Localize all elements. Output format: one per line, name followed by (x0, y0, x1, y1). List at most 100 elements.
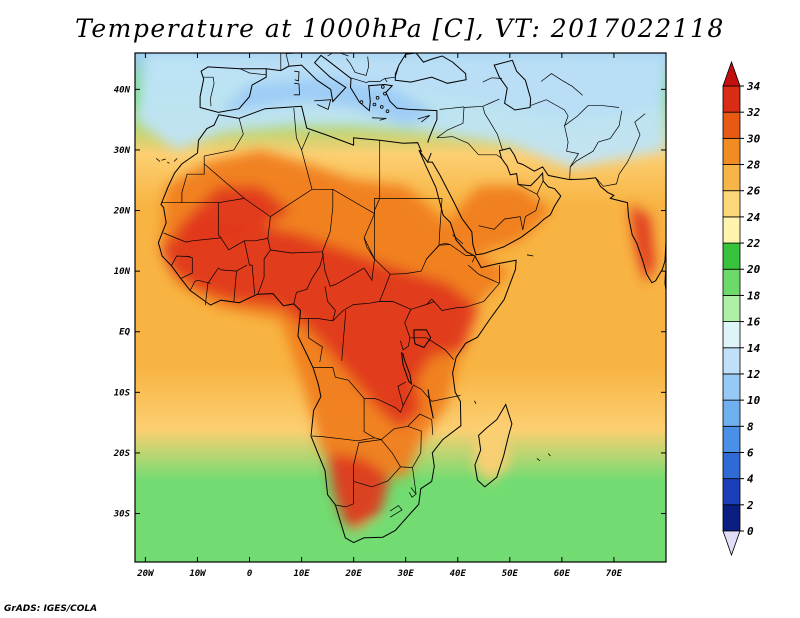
border-line (189, 279, 211, 291)
island-outline (371, 117, 387, 121)
border-line (293, 253, 324, 304)
colorbar-label: 16 (747, 316, 761, 329)
plot-frame (134, 52, 667, 563)
arabia-field (447, 186, 552, 253)
colorbar-label: 22 (746, 237, 761, 250)
aegean-island (372, 102, 377, 107)
island-outline (417, 115, 430, 123)
island-outline (156, 158, 161, 162)
border-line (452, 234, 464, 245)
colorbar-label: 26 (746, 185, 761, 198)
island-outline (547, 453, 551, 457)
border-line (482, 106, 503, 151)
lon-tick-label: 70E (606, 569, 623, 579)
lon-tick-label: 50E (502, 569, 519, 579)
border-line (161, 163, 205, 204)
lat-tick-label: 20N (113, 207, 131, 217)
border-line (243, 240, 256, 295)
border-line (285, 53, 298, 67)
island-outline (294, 70, 300, 82)
border-line (171, 255, 191, 266)
border-line (564, 105, 620, 126)
border-line (203, 118, 244, 164)
island-outline (167, 161, 170, 164)
colorbar-segment (722, 111, 741, 139)
border-line (313, 367, 406, 413)
colorbar-segment (722, 295, 741, 322)
border-line (421, 389, 461, 402)
border-line (407, 413, 434, 435)
colorbar-segment (722, 373, 741, 401)
border-line (389, 505, 403, 518)
mediterranean-field (218, 77, 437, 126)
border-line (301, 131, 310, 151)
colorbar-segment (722, 425, 741, 453)
aegean-island (375, 96, 380, 100)
lat-tick-label: 20S (113, 449, 131, 459)
border-line (218, 198, 245, 204)
arabia-india-coastline (427, 147, 666, 284)
black-sea-coastline (394, 53, 467, 84)
island-outline (126, 240, 128, 241)
border-line (439, 106, 465, 110)
lon-tick-label: 10E (293, 569, 310, 579)
border-line (400, 466, 413, 468)
colorbar-label: 6 (747, 446, 754, 459)
colorbar-segment (722, 504, 741, 532)
colorbar-segment (722, 242, 741, 270)
border-line (595, 113, 646, 187)
lat-tick-label: 40N (114, 85, 131, 95)
aegean-island (379, 105, 384, 109)
border-line (436, 98, 500, 139)
grads-credit: GrADS: IGES/COLA (4, 604, 98, 614)
sinai-coastline (418, 150, 432, 164)
border-line (293, 108, 313, 190)
cape-cool-field (343, 501, 417, 538)
lon-tick-label: 60E (554, 569, 571, 579)
island-outline (314, 99, 332, 110)
lon-tick-label: 0 (247, 569, 253, 579)
europe-coastline (266, 54, 438, 143)
island-outline (474, 400, 477, 404)
lat-tick-label: EQ (119, 328, 130, 338)
colorbar-label: 2 (746, 499, 754, 512)
border-line (478, 216, 524, 230)
border-line (332, 301, 393, 322)
border-line (366, 78, 388, 84)
border-line (220, 216, 271, 251)
border-line (529, 99, 569, 117)
border-line (569, 110, 623, 168)
border-line (311, 435, 382, 442)
aegean-island (359, 100, 364, 104)
africa-coastline (157, 105, 517, 544)
colorbar-segment (722, 478, 741, 506)
islands (126, 70, 551, 462)
border-line (346, 56, 370, 76)
coastlines (157, 53, 666, 544)
aegean-island (383, 91, 387, 96)
aegean-island (385, 109, 390, 113)
border-line (335, 465, 354, 508)
country-borders (161, 53, 646, 518)
colorbar-label: 14 (747, 342, 761, 355)
colorbar-label: 0 (747, 525, 754, 538)
border-line (341, 310, 347, 361)
colorbar-over-arrow (722, 60, 741, 87)
lat-tick-label: 30N (113, 146, 131, 156)
colorbar-label: 4 (747, 473, 754, 486)
border-line (400, 309, 412, 351)
lat-tick-label: 30S (113, 510, 131, 520)
colorbar-segment (722, 452, 741, 480)
border-line (409, 337, 454, 360)
border-line (374, 198, 443, 214)
island-outline (161, 158, 166, 161)
lon-tick-label: 40E (450, 569, 467, 579)
border-line (540, 73, 583, 96)
colorbar-label: 10 (747, 394, 761, 407)
border-line (518, 184, 540, 230)
colorbar-segment (722, 399, 741, 427)
border-line (409, 487, 417, 498)
island-outline (293, 82, 300, 96)
aegean-island (380, 85, 385, 89)
